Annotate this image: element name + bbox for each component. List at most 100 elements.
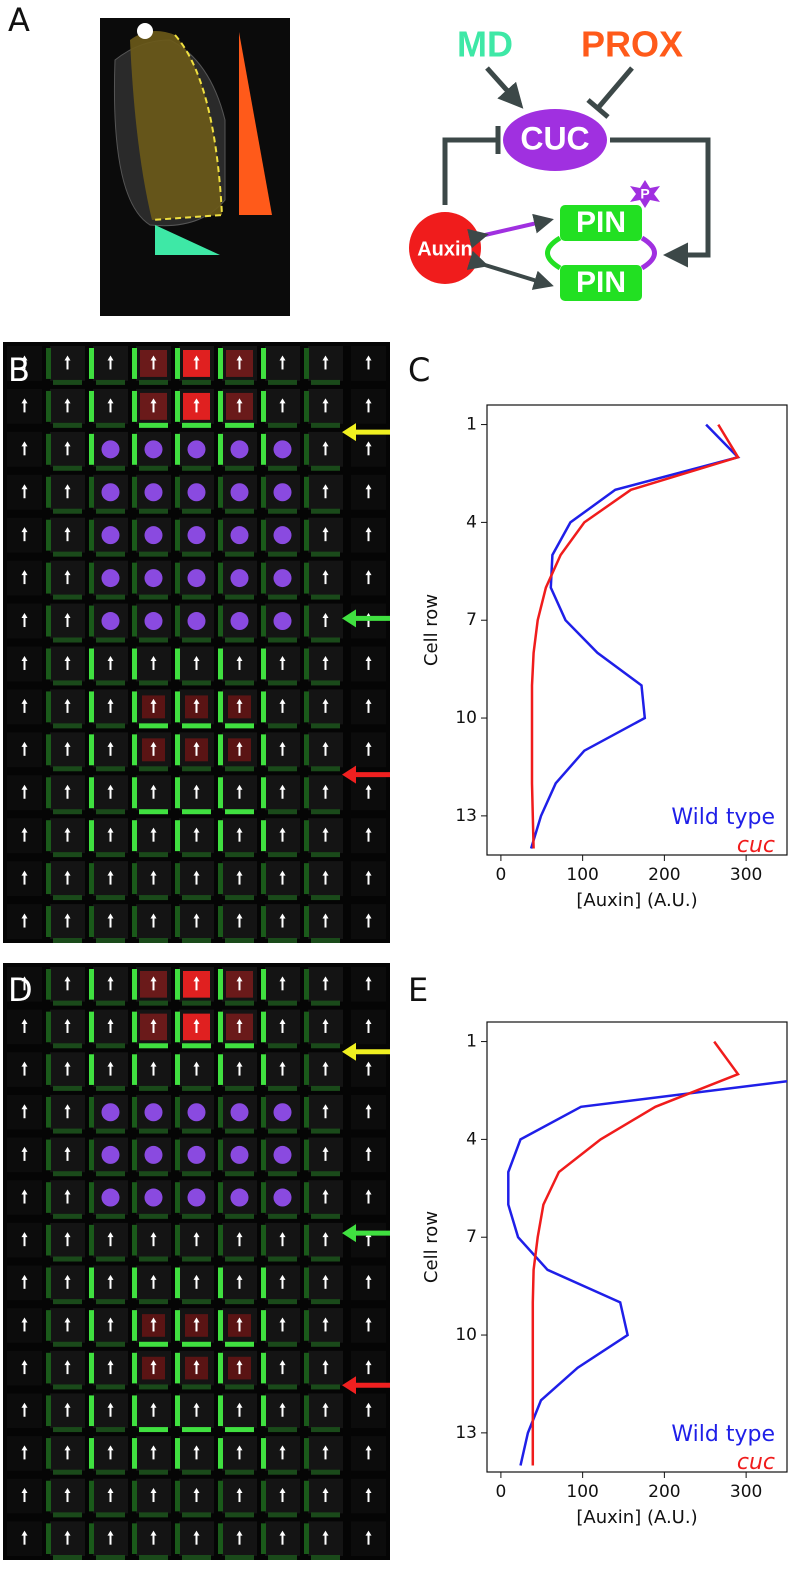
flux-arrow-head: [322, 655, 329, 661]
pin-wall: [218, 433, 223, 465]
flux-arrow-head: [21, 1402, 28, 1408]
flux-arrow-head: [365, 870, 372, 876]
pin-wall: [261, 1224, 266, 1256]
pin-wall: [218, 1011, 223, 1043]
flux-arrow-head: [279, 1445, 286, 1451]
flux-arrow-head: [279, 741, 286, 747]
pin-wall: [96, 852, 125, 858]
flux-arrow-head: [236, 1317, 243, 1323]
pin-wall: [268, 1512, 297, 1518]
pin-wall: [139, 938, 168, 943]
pin-wall: [261, 1096, 266, 1128]
pin-wall: [225, 1427, 254, 1433]
pin-wall: [218, 1139, 223, 1171]
pin-wall: [139, 508, 168, 514]
pin-wall: [175, 1224, 180, 1256]
flux-arrow-head: [107, 655, 114, 661]
pin-wall: [89, 1438, 94, 1469]
pin-wall: [182, 637, 211, 643]
flux-arrow-head: [236, 1530, 243, 1536]
pin-wall: [304, 734, 309, 766]
flux-arrow-head: [236, 398, 243, 404]
flux-arrow-head: [322, 698, 329, 704]
pin-wall: [175, 1096, 180, 1128]
pin-wall: [132, 390, 137, 422]
pin-wall: [182, 1213, 211, 1219]
cell-cuc: [273, 440, 292, 459]
flux-arrow-head: [236, 1061, 243, 1067]
pin-wall: [132, 820, 137, 852]
flux-arrow-head: [64, 1530, 71, 1536]
flux-arrow-head: [279, 1530, 286, 1536]
flux-arrow-head: [322, 1189, 329, 1195]
cell-cuc: [187, 1188, 206, 1207]
pin-wall: [261, 1395, 266, 1427]
flux-arrow-head: [322, 1488, 329, 1494]
pin-wall: [304, 348, 309, 379]
pin-wall: [53, 465, 82, 471]
flux-arrow-head: [236, 1402, 243, 1408]
pin-wall: [311, 1512, 340, 1518]
flux-arrow-head: [21, 976, 28, 982]
pin-wall: [311, 1043, 340, 1049]
pin-wall: [53, 422, 82, 428]
pin-wall: [311, 1384, 340, 1390]
flux-arrow-head: [107, 1530, 114, 1536]
simulation-b: [3, 342, 390, 943]
cell-cuc: [101, 569, 120, 588]
pin-wall: [268, 1555, 297, 1560]
pin-wall: [218, 1267, 223, 1299]
pin-wall: [261, 1267, 266, 1299]
flux-arrow-head: [365, 655, 372, 661]
pin-wall: [268, 379, 297, 385]
md-label: MD: [457, 24, 513, 65]
pin-wall: [261, 433, 266, 465]
pin-wall: [53, 809, 82, 815]
pin-wall: [261, 648, 266, 680]
pin-wall: [261, 1523, 266, 1554]
pin-wall: [218, 1352, 223, 1384]
pin-wall: [89, 1395, 94, 1427]
pin-wall: [89, 648, 94, 680]
flux-arrow-head: [279, 1018, 286, 1024]
flux-arrow-head: [236, 1488, 243, 1494]
flux-arrow-head: [64, 1317, 71, 1323]
flux-arrow-head: [150, 698, 157, 704]
pin-wall: [261, 1139, 266, 1171]
pin-wall: [304, 1096, 309, 1128]
pin-wall: [182, 1171, 211, 1177]
pin-wall: [46, 1523, 51, 1554]
pin-wall: [182, 766, 211, 772]
pin-wall: [96, 422, 125, 428]
pin-wall: [311, 594, 340, 600]
x-axis-label: [Auxin] (A.U.): [576, 1507, 697, 1528]
pin-wall: [268, 594, 297, 600]
flux-arrow-head: [21, 1360, 28, 1366]
cell-cuc: [273, 483, 292, 502]
pin-wall: [89, 1352, 94, 1384]
flux-arrow-head: [365, 976, 372, 982]
pin-wall: [182, 1469, 211, 1475]
flux-arrow-head: [150, 1402, 157, 1408]
flux-arrow-head: [107, 913, 114, 919]
pin-wall: [96, 809, 125, 815]
pin-wall: [261, 1011, 266, 1043]
pin-wall: [218, 1480, 223, 1512]
flux-arrow-head: [150, 1061, 157, 1067]
pin-wall: [268, 895, 297, 901]
pin-wall: [175, 820, 180, 852]
flux-arrow-head: [322, 1061, 329, 1067]
x-tick-label: 200: [648, 865, 680, 885]
pin-wall: [175, 691, 180, 723]
pin-wall: [311, 809, 340, 815]
flux-arrow-head: [64, 1189, 71, 1195]
pin-wall: [268, 637, 297, 643]
pin-wall: [53, 1512, 82, 1518]
pin-wall: [261, 906, 266, 937]
pin-wall: [311, 1171, 340, 1177]
flux-arrow-head: [236, 976, 243, 982]
auxin-label: Auxin: [417, 238, 473, 260]
flux-arrow-head: [279, 870, 286, 876]
flux-arrow-head: [322, 527, 329, 533]
pin-wall: [304, 1139, 309, 1171]
